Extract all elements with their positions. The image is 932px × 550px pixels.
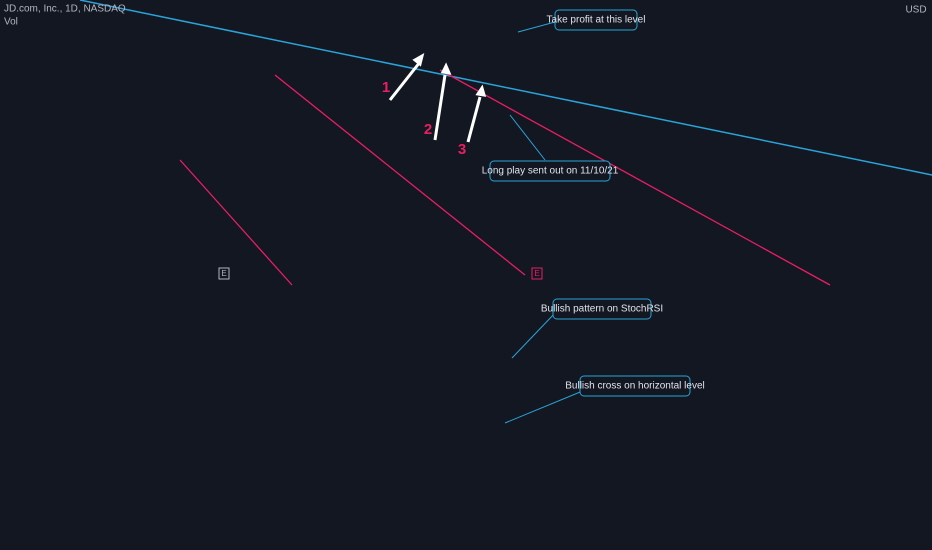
callout-text: Take profit at this level <box>547 15 646 26</box>
currency: USD <box>905 5 926 16</box>
callout-text: Bullish cross on horizontal level <box>565 381 705 392</box>
callout-box <box>579 375 691 397</box>
trend-line <box>274 74 526 276</box>
callout-box <box>489 160 611 182</box>
volume-label: Vol <box>4 17 18 28</box>
callouts: Take profit at this level Long play sent… <box>382 9 705 397</box>
trend-line <box>439 69 831 286</box>
callout-box <box>552 298 652 320</box>
callout-box <box>554 9 638 31</box>
header: JD.com, Inc., 1D, NASDAQ Vol USD E E <box>4 4 927 280</box>
trend-line <box>79 0 932 176</box>
connector <box>504 389 586 424</box>
wave-label: 3 <box>458 141 466 158</box>
event-box <box>531 267 543 280</box>
connector <box>517 21 556 33</box>
symbol-title: JD.com, Inc., 1D, NASDAQ <box>4 4 126 15</box>
callout-text: Bullish pattern on StochRSI <box>541 304 663 315</box>
connector <box>509 114 546 161</box>
event-marker: E <box>534 269 539 278</box>
drawings <box>79 0 932 424</box>
wave-label: 1 <box>382 79 390 96</box>
event-marker: E <box>221 269 226 278</box>
connector <box>511 311 557 359</box>
event-box <box>218 267 230 280</box>
trend-line <box>179 159 293 286</box>
callout-text: Long play sent out on 11/10/21 <box>482 166 619 177</box>
arrow <box>388 52 487 143</box>
wave-label: 2 <box>424 121 432 138</box>
